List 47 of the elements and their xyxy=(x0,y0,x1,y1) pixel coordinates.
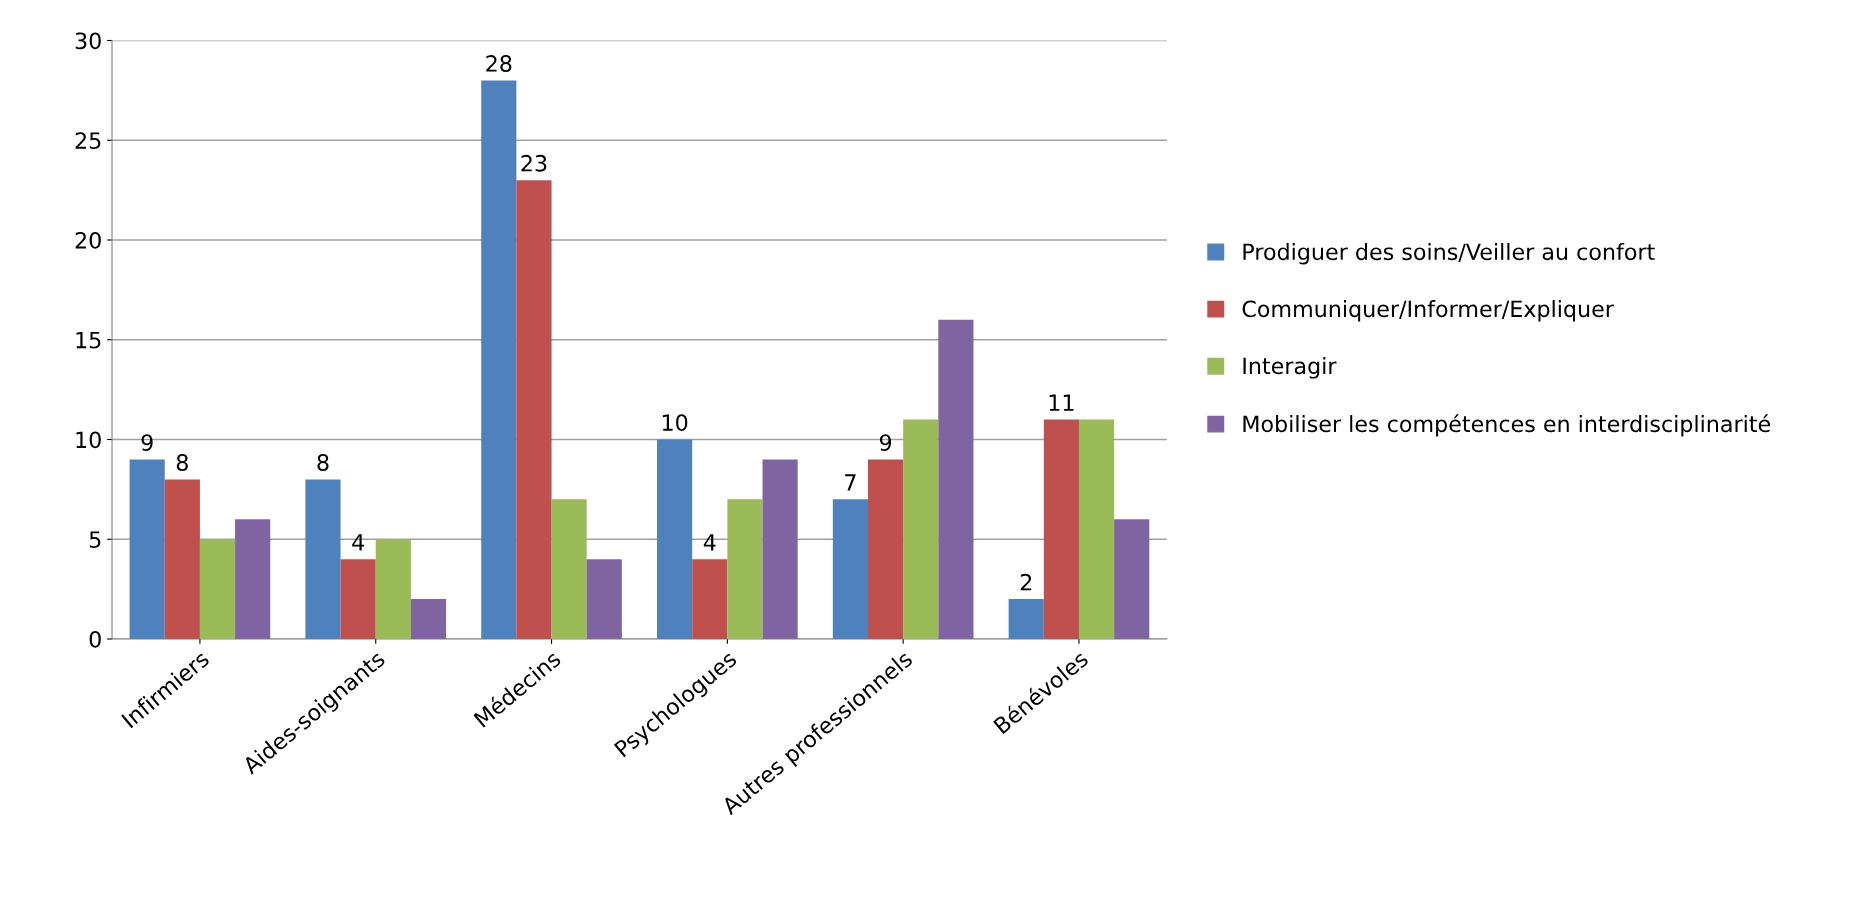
y-tick-label: 20 xyxy=(75,231,101,249)
y-tick-label: 25 xyxy=(75,132,101,150)
bar xyxy=(481,80,517,639)
bar xyxy=(235,519,271,639)
y-tick-label: 15 xyxy=(76,331,101,349)
y-tick-label: 10 xyxy=(76,431,101,449)
bar xyxy=(903,419,939,639)
bar xyxy=(762,459,798,639)
bar xyxy=(129,459,165,639)
bar xyxy=(551,499,587,639)
data-label: 8 xyxy=(317,454,329,471)
data-label: 10 xyxy=(662,414,688,432)
bar xyxy=(164,479,200,639)
data-label: 4 xyxy=(703,534,716,551)
data-label: 9 xyxy=(879,434,892,451)
bar xyxy=(868,459,904,639)
bar xyxy=(1078,419,1115,639)
bar xyxy=(516,180,552,639)
data-label: 28 xyxy=(486,55,512,72)
y-tick-label: 0 xyxy=(89,630,101,648)
bar xyxy=(1008,599,1044,639)
data-label: 7 xyxy=(845,474,856,491)
bar xyxy=(1114,519,1150,639)
legend-label: Communiquer/Informer/Expliquer xyxy=(1242,300,1614,322)
bar xyxy=(727,499,763,639)
legend-label: Prodiguer des soins/Veiller au confort xyxy=(1243,242,1655,265)
bar xyxy=(832,499,868,639)
data-label: 23 xyxy=(521,154,547,172)
bar xyxy=(586,559,622,639)
data-label: 11 xyxy=(1049,394,1074,411)
bar xyxy=(410,599,447,639)
data-label: 8 xyxy=(176,454,188,471)
y-tick-label: 30 xyxy=(75,32,101,50)
bar xyxy=(938,319,974,639)
data-label: 2 xyxy=(1020,573,1032,591)
bar xyxy=(199,539,236,639)
data-label: 9 xyxy=(141,434,153,451)
bar xyxy=(692,559,728,639)
data-label: 4 xyxy=(352,534,364,551)
bar xyxy=(340,559,376,639)
legend-label: Interagir xyxy=(1243,357,1337,379)
bar xyxy=(1043,419,1079,639)
bar xyxy=(657,439,693,639)
legend-label: Mobiliser les compétences en interdisciplinarité xyxy=(1243,414,1771,437)
bar xyxy=(375,539,411,639)
bar xyxy=(305,479,341,639)
y-tick-label: 5 xyxy=(89,531,101,549)
